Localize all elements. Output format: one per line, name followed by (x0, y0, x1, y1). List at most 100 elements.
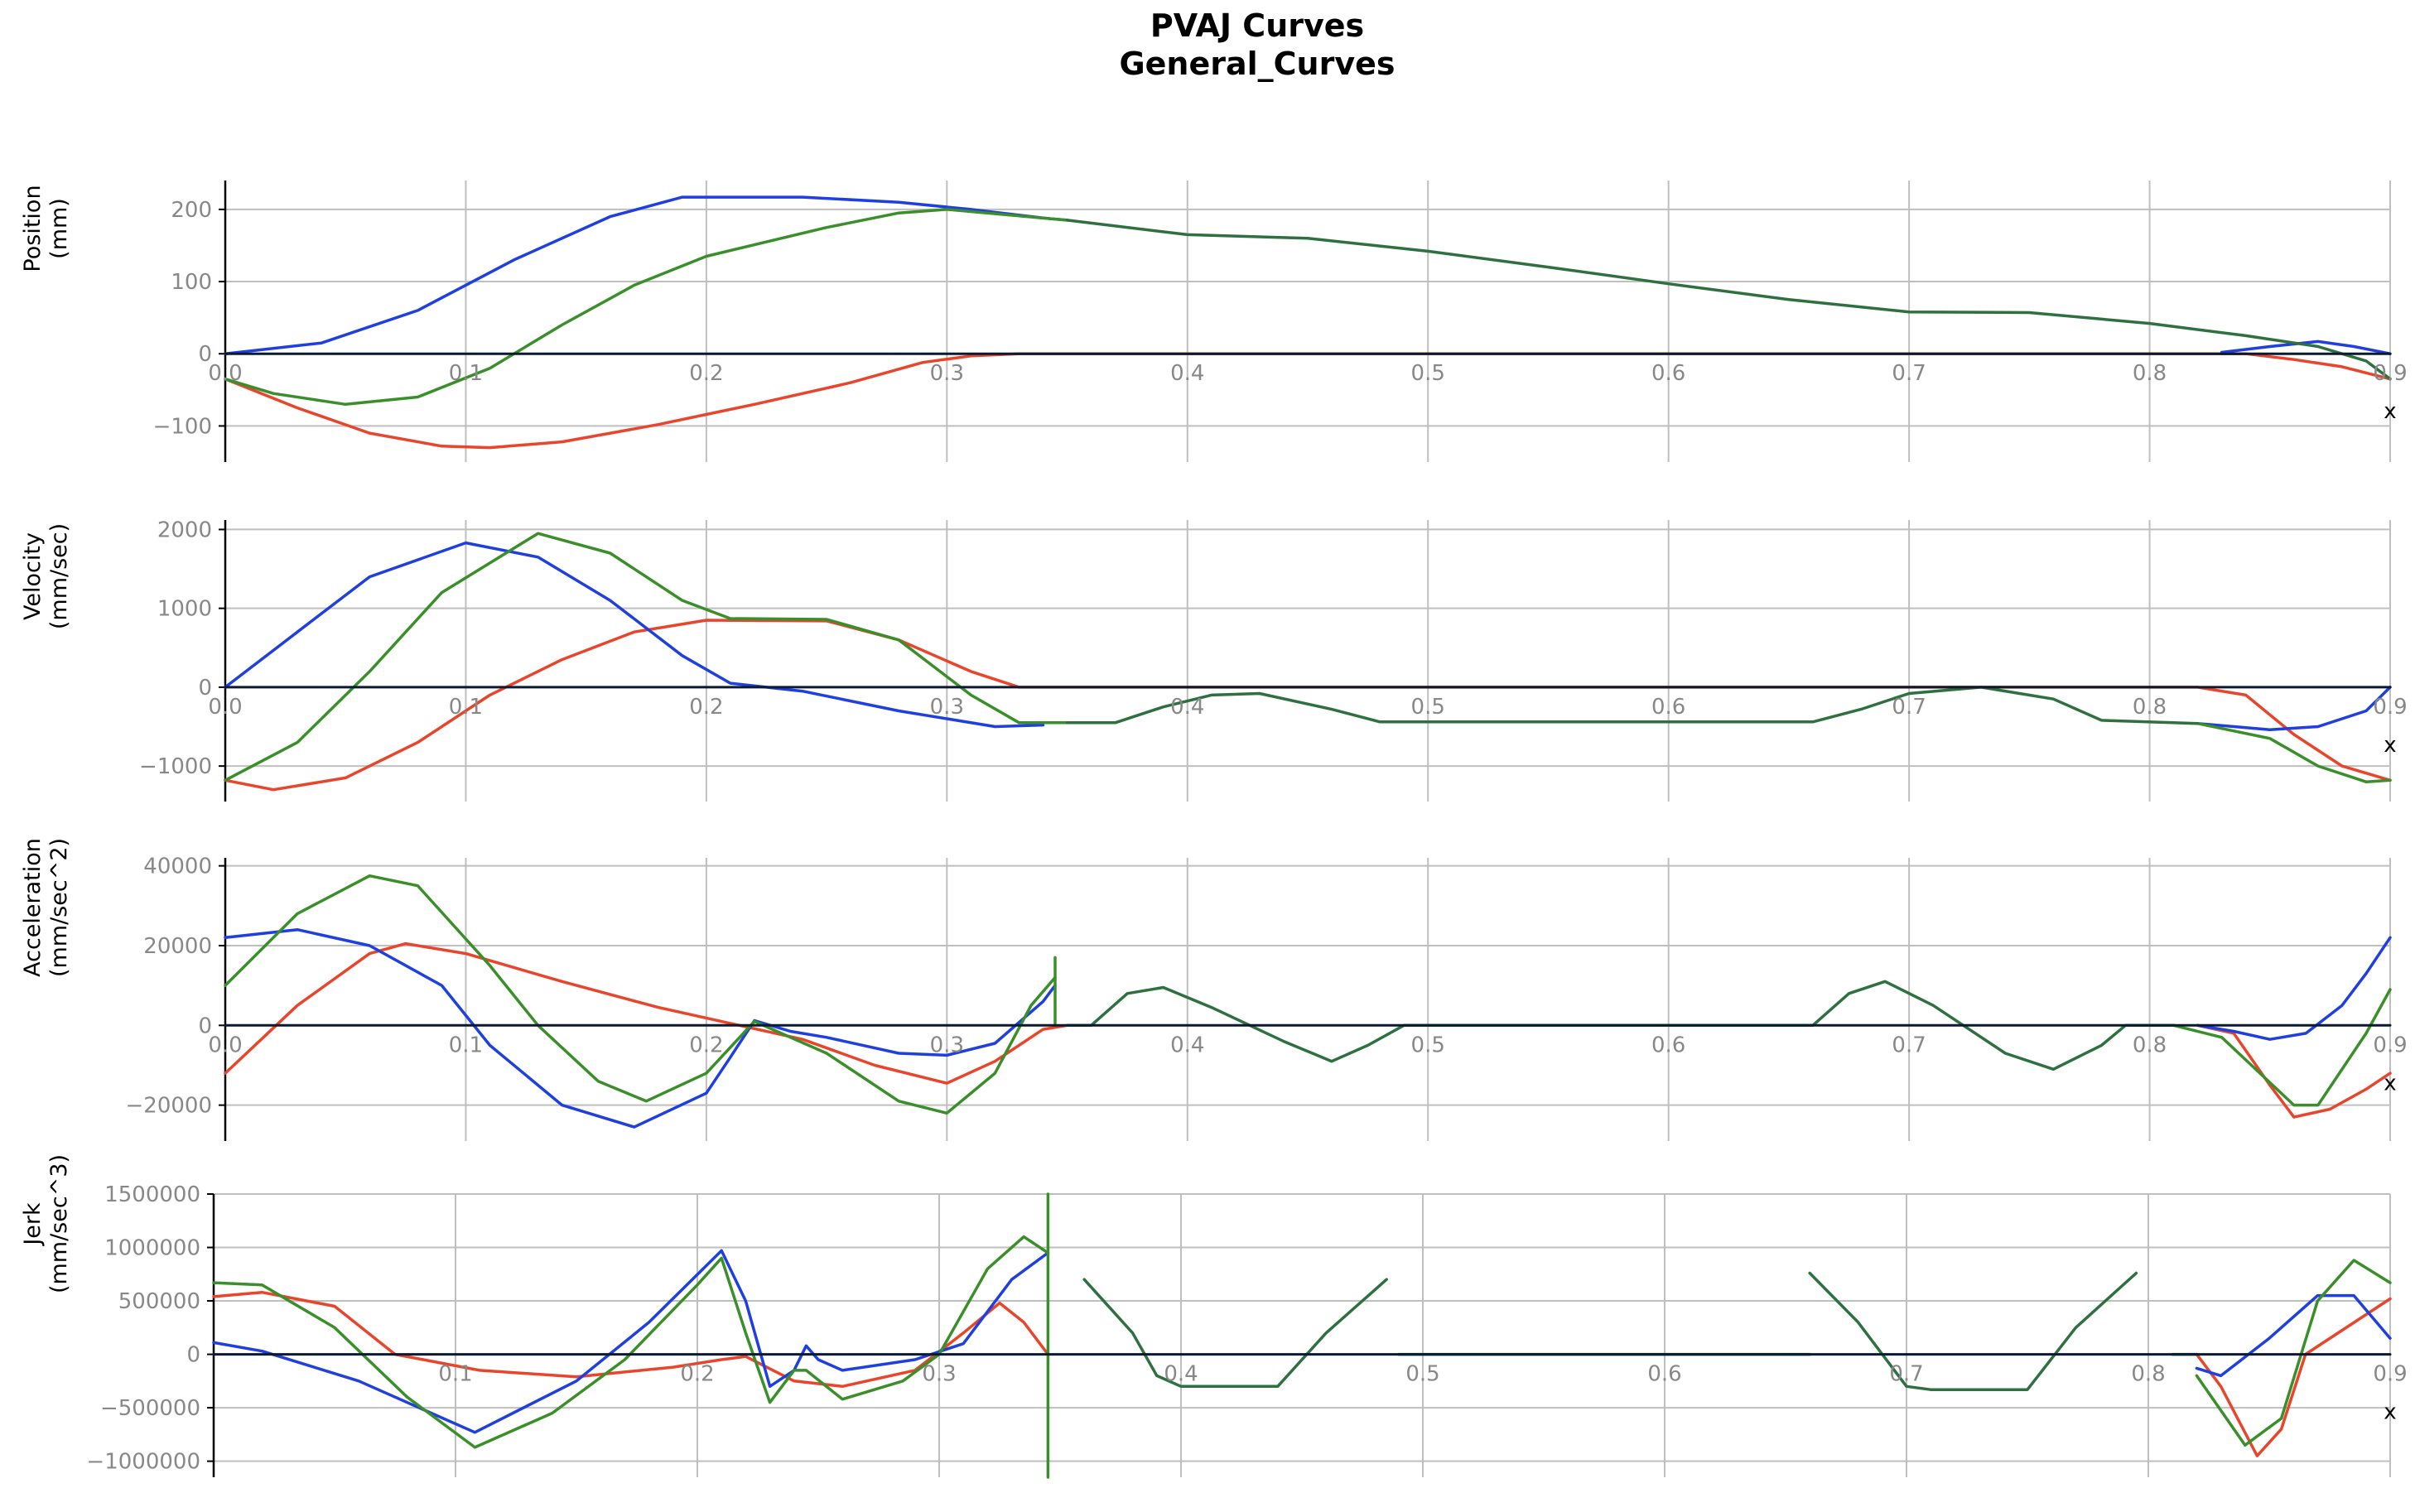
y-tick-label: 0 (198, 342, 212, 367)
y-tick-label: 0 (198, 676, 212, 701)
series-line (224, 927, 1057, 1129)
x-tick-label: 0.3 (930, 1033, 964, 1057)
y-axis-label-line: (mm/sec^2) (46, 838, 72, 977)
y-axis-label: Velocity(mm/sec) (20, 523, 72, 629)
x-tick-label: 0.2 (680, 1362, 714, 1387)
series-line (224, 352, 2392, 450)
y-tick-label: 1000000 (104, 1236, 200, 1261)
y-tick-label: −500000 (100, 1396, 200, 1421)
x-tick-label: 0.8 (2133, 1033, 2167, 1057)
series-line (224, 195, 1069, 355)
x-tick-label: 0.9 (2373, 695, 2407, 720)
x-tick-label: 0.0 (208, 695, 242, 720)
x-tick-label: 0.1 (438, 1362, 472, 1387)
y-tick-label: 2000 (157, 518, 212, 542)
chart-title-block: PVAJ Curves General_Curves (0, 7, 2415, 83)
series-line (2195, 1293, 2392, 1378)
series-line (2195, 1259, 2392, 1447)
x-tick-label: 0.1 (449, 361, 483, 386)
y-tick-label: 100 (171, 270, 212, 295)
y-tick-label: −100 (153, 414, 212, 439)
y-tick-label: 40000 (143, 855, 212, 879)
x-tick-label: 0.5 (1411, 695, 1445, 720)
x-tick-label: 0.8 (2133, 361, 2167, 386)
series-line (224, 619, 2392, 792)
series-line (212, 1235, 1050, 1449)
x-tick-label: 0.6 (1651, 1033, 1685, 1057)
y-axis-label-line: (mm) (46, 198, 72, 259)
series-line (2220, 339, 2392, 355)
y-axis-label-line: (mm/sec^3) (46, 1154, 72, 1293)
y-tick-label: −1000000 (86, 1450, 200, 1475)
y-tick-label: 1500000 (104, 1182, 200, 1207)
series-line (1082, 1278, 1388, 1389)
series-line (212, 1249, 1050, 1434)
x-axis-label: x (2384, 1400, 2396, 1425)
x-tick-label: 0.4 (1164, 1362, 1198, 1387)
x-tick-label: 0.7 (1892, 361, 1926, 386)
series-line (2172, 988, 2392, 1107)
y-tick-label: 0 (198, 1014, 212, 1038)
x-tick-label: 0.4 (1170, 361, 1204, 386)
series-line (1065, 686, 2200, 725)
y-tick-label: 500000 (118, 1289, 200, 1314)
series-line (2196, 936, 2392, 1041)
x-tick-label: 0.3 (930, 361, 964, 386)
y-axis-label-line: (mm/sec) (46, 523, 72, 629)
series-line (224, 874, 1057, 1115)
y-axis-label: Position(mm) (20, 185, 72, 272)
x-tick-label: 0.6 (1651, 695, 1685, 720)
series-line (1065, 219, 2392, 381)
chart-subtitle: General_Curves (1119, 46, 1395, 82)
x-tick-label: 0.2 (689, 361, 723, 386)
x-tick-label: 0.8 (2131, 1362, 2165, 1387)
series-line (1808, 1271, 2138, 1391)
x-tick-label: 0.0 (208, 1033, 242, 1057)
x-tick-label: 0.5 (1411, 361, 1445, 386)
series-line (224, 208, 1069, 407)
series-line (2196, 721, 2392, 783)
x-tick-label: 0.4 (1170, 1033, 1204, 1057)
series-line (2196, 686, 2392, 732)
x-tick-label: 0.9 (2373, 1033, 2407, 1057)
y-axis-label-line: Acceleration (20, 838, 46, 977)
x-tick-label: 0.1 (449, 1033, 483, 1057)
x-tick-label: 0.6 (1647, 1362, 1681, 1387)
x-tick-label: 0.2 (689, 695, 723, 720)
x-tick-label: 0.9 (2373, 1362, 2407, 1387)
x-tick-label: 0.3 (922, 1362, 956, 1387)
x-tick-label: 0.0 (208, 361, 242, 386)
x-tick-label: 0.4 (1170, 695, 1204, 720)
x-tick-label: 0.9 (2373, 361, 2407, 386)
series-line (224, 541, 1045, 729)
x-axis-label: x (2384, 733, 2396, 758)
x-tick-label: 0.7 (1889, 1362, 1923, 1387)
x-axis-label: x (2384, 1071, 2396, 1095)
y-tick-label: −1000 (139, 754, 212, 779)
y-tick-label: −20000 (126, 1094, 213, 1119)
y-tick-label: 0 (186, 1343, 200, 1368)
series-line (2195, 1297, 2392, 1457)
x-tick-label: 0.1 (449, 695, 483, 720)
y-axis-label: Acceleration(mm/sec^2) (20, 838, 72, 977)
y-axis-label-line: Position (20, 185, 46, 272)
x-tick-label: 0.6 (1651, 361, 1685, 386)
x-tick-label: 0.7 (1892, 1033, 1926, 1057)
y-axis-label-line: Velocity (20, 532, 46, 620)
x-axis-label: x (2384, 399, 2396, 424)
chart-title: PVAJ Curves (1150, 7, 1365, 44)
y-axis-label-line: Jerk (20, 1202, 46, 1247)
x-tick-label: 0.5 (1405, 1362, 1439, 1387)
x-tick-label: 0.3 (930, 695, 964, 720)
y-axis-label: Jerk(mm/sec^3) (20, 1154, 72, 1293)
x-tick-label: 0.5 (1411, 1033, 1445, 1057)
y-tick-label: 1000 (157, 597, 212, 622)
y-tick-label: 20000 (143, 934, 212, 959)
series-line (224, 941, 1069, 1085)
series-line (224, 532, 1069, 782)
x-tick-label: 0.2 (689, 1033, 723, 1057)
x-tick-label: 0.8 (2133, 695, 2167, 720)
y-tick-label: 200 (171, 198, 212, 223)
series-line (2196, 1023, 2392, 1119)
